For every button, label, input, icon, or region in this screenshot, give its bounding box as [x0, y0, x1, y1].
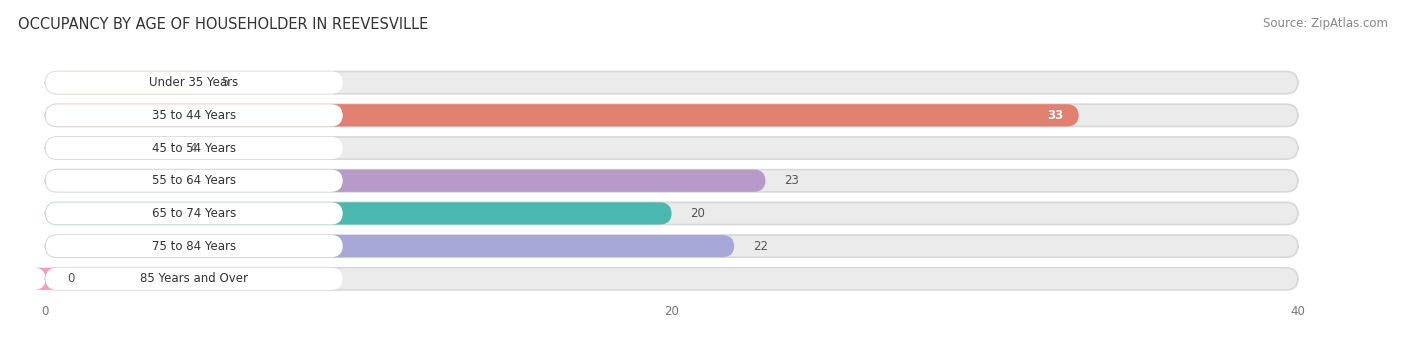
FancyBboxPatch shape [45, 72, 202, 94]
FancyBboxPatch shape [45, 202, 672, 224]
FancyBboxPatch shape [45, 137, 170, 159]
FancyBboxPatch shape [45, 268, 1298, 290]
FancyBboxPatch shape [45, 235, 1298, 257]
FancyBboxPatch shape [45, 104, 1078, 127]
FancyBboxPatch shape [45, 202, 1298, 224]
Text: 45 to 54 Years: 45 to 54 Years [152, 142, 236, 154]
FancyBboxPatch shape [45, 169, 766, 192]
Text: 5: 5 [221, 76, 228, 89]
FancyBboxPatch shape [45, 235, 343, 257]
FancyBboxPatch shape [45, 72, 343, 94]
FancyBboxPatch shape [45, 169, 1298, 192]
Text: Source: ZipAtlas.com: Source: ZipAtlas.com [1263, 17, 1388, 30]
Text: 65 to 74 Years: 65 to 74 Years [152, 207, 236, 220]
FancyBboxPatch shape [45, 137, 343, 159]
FancyBboxPatch shape [45, 104, 343, 127]
FancyBboxPatch shape [45, 235, 734, 257]
Text: 85 Years and Over: 85 Years and Over [141, 272, 247, 285]
FancyBboxPatch shape [45, 137, 1298, 159]
Text: 4: 4 [190, 142, 197, 154]
Text: 75 to 84 Years: 75 to 84 Years [152, 240, 236, 253]
FancyBboxPatch shape [45, 202, 343, 224]
Text: 23: 23 [785, 174, 799, 187]
Text: 33: 33 [1047, 109, 1063, 122]
Text: Under 35 Years: Under 35 Years [149, 76, 239, 89]
FancyBboxPatch shape [45, 268, 343, 290]
Text: 0: 0 [67, 272, 75, 285]
Text: 55 to 64 Years: 55 to 64 Years [152, 174, 236, 187]
FancyBboxPatch shape [34, 268, 58, 290]
Text: 35 to 44 Years: 35 to 44 Years [152, 109, 236, 122]
FancyBboxPatch shape [45, 72, 1298, 94]
Text: OCCUPANCY BY AGE OF HOUSEHOLDER IN REEVESVILLE: OCCUPANCY BY AGE OF HOUSEHOLDER IN REEVE… [18, 17, 429, 32]
Text: 20: 20 [690, 207, 706, 220]
FancyBboxPatch shape [45, 169, 343, 192]
Text: 22: 22 [754, 240, 768, 253]
FancyBboxPatch shape [45, 104, 1298, 127]
